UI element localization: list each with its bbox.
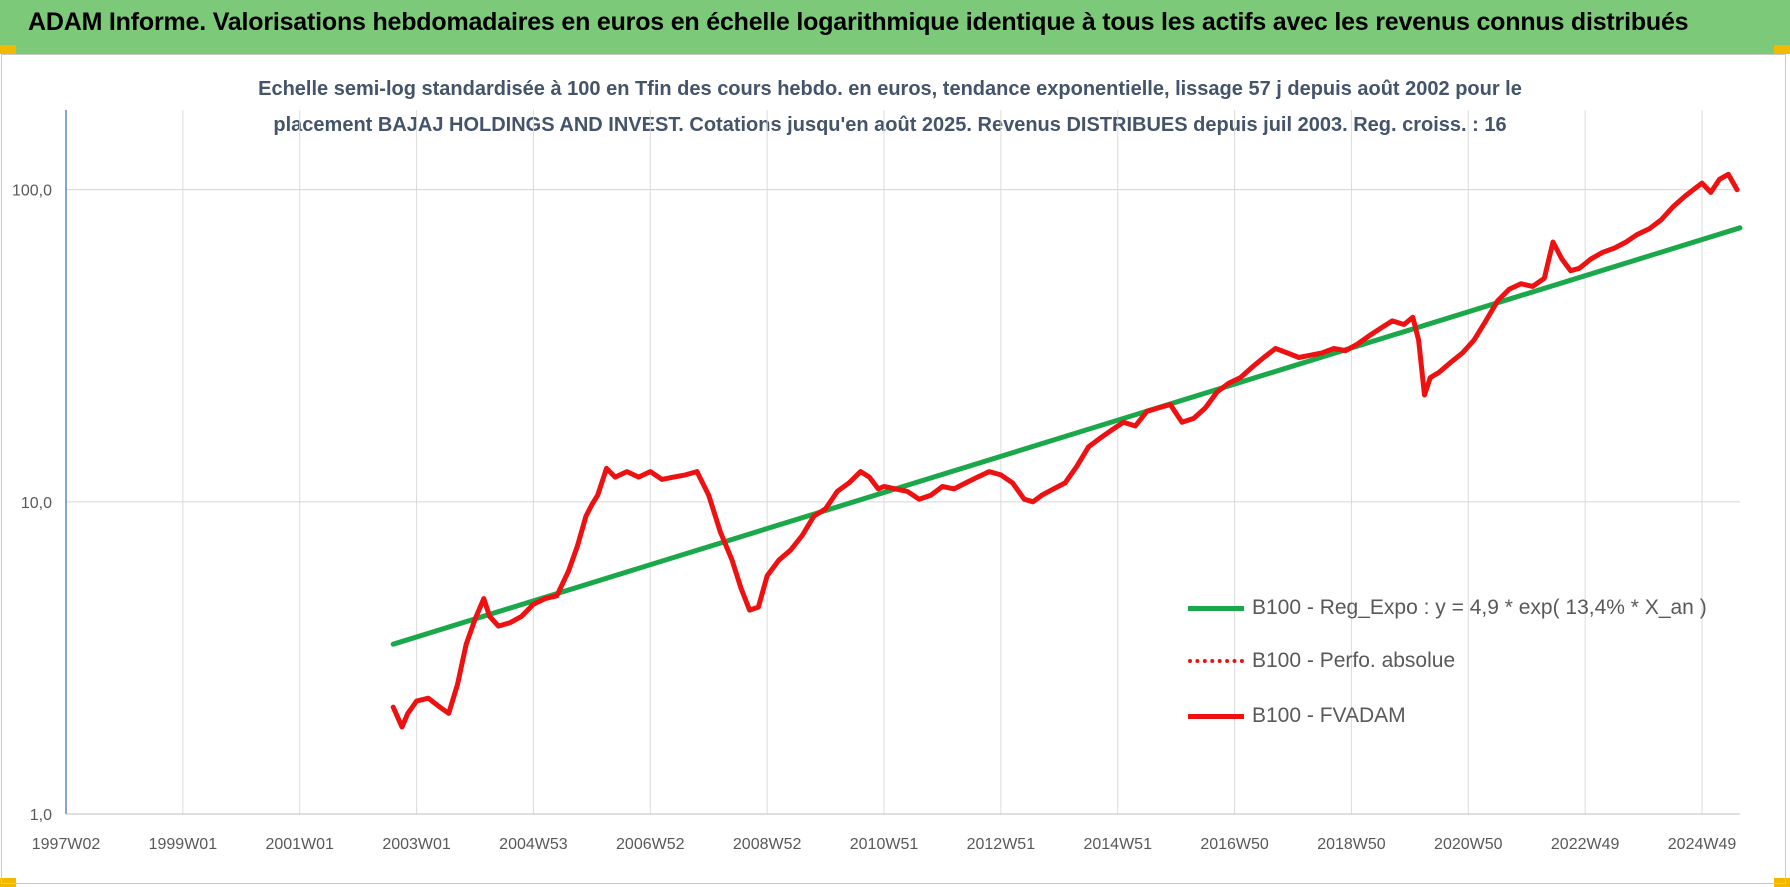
x-tick-label: 2010W51 xyxy=(850,836,919,853)
legend-swatch-absolute xyxy=(1188,659,1244,663)
corner-marker-top-left xyxy=(0,45,16,54)
series-fvadam-line xyxy=(390,171,1740,730)
legend-item-absolute: B100 - Perfo. absolue xyxy=(1188,649,1455,673)
x-tick-label: 2014W51 xyxy=(1083,836,1152,853)
legend-item-trend: B100 - Reg_Expo : y = 4,9 * exp( 13,4% *… xyxy=(1188,596,1707,620)
x-tick-label: 2024W49 xyxy=(1668,836,1737,853)
legend-swatch-trend xyxy=(1188,605,1244,611)
x-tick-label: 1997W02 xyxy=(32,836,101,853)
x-tick-label: 2001W01 xyxy=(265,836,334,853)
legend-item-fvadam: B100 - FVADAM xyxy=(1188,704,1406,728)
x-tick-label: 2018W50 xyxy=(1317,836,1386,853)
x-tick-label: 2016W50 xyxy=(1200,836,1269,853)
y-tick-label: 1,0 xyxy=(30,807,52,824)
legend-label-trend: B100 - Reg_Expo : y = 4,9 * exp( 13,4% *… xyxy=(1252,596,1707,619)
header-bar: ADAM Informe. Valorisations hebdomadaire… xyxy=(0,0,1790,54)
corner-marker-top-right xyxy=(1774,45,1790,54)
legend-label-fvadam: B100 - FVADAM xyxy=(1252,704,1406,727)
chart-title-line-1: Echelle semi-log standardisée à 100 en T… xyxy=(258,78,1522,100)
legend-label-absolute: B100 - Perfo. absolue xyxy=(1252,649,1456,672)
x-tick-label: 2008W52 xyxy=(733,836,802,853)
chart-title-line-2: placement BAJAJ HOLDINGS AND INVEST. Cot… xyxy=(273,114,1507,136)
y-tick-label: 100,0 xyxy=(12,183,52,200)
x-tick-label: 2006W52 xyxy=(616,836,685,853)
x-tick-label: 2020W50 xyxy=(1434,836,1503,853)
x-tick-label: 2012W51 xyxy=(967,836,1036,853)
series-trend-line xyxy=(390,225,1743,647)
legend-swatch-fvadam xyxy=(1188,713,1244,719)
corner-marker-bottom-left xyxy=(0,878,16,887)
page-title: ADAM Informe. Valorisations hebdomadaire… xyxy=(28,8,1689,36)
x-tick-label: 1999W01 xyxy=(149,836,218,853)
y-tick-label: 10,0 xyxy=(21,495,52,512)
x-tick-label: 2022W49 xyxy=(1551,836,1620,853)
corner-marker-bottom-right xyxy=(1774,878,1790,887)
x-tick-label: 2003W01 xyxy=(382,836,451,853)
x-tick-label: 2004W53 xyxy=(499,836,568,853)
chart-frame xyxy=(1,54,1786,884)
